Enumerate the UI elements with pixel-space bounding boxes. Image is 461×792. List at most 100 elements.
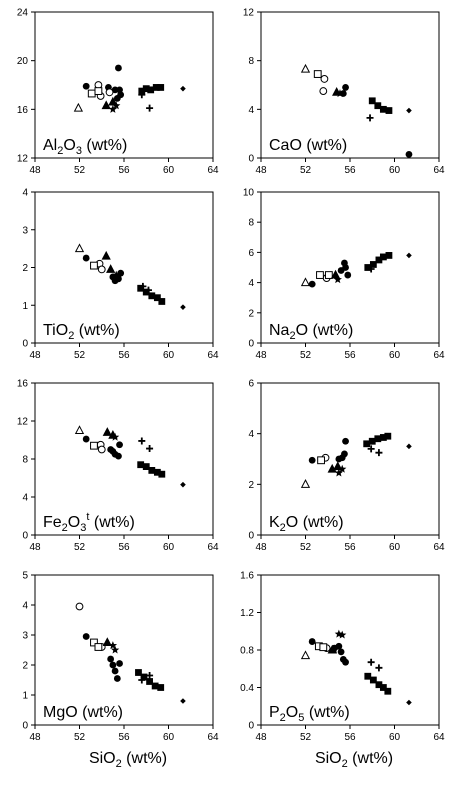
data-point-square-open [319,643,328,652]
series-triangle-open [74,243,85,253]
data-point-square-open [313,70,322,78]
x-tick-label: 56 [118,165,130,176]
x-tick-label: 48 [29,732,41,743]
y-tick-label: 6 [248,248,254,259]
series-circle-open [96,440,106,454]
data-point-triangle-open [300,479,311,488]
y-tick-label: 1.2 [240,608,254,619]
data-point-triangle-filled [102,637,112,646]
y-tick-label: 24 [17,8,29,19]
y-tick-label: 12 [17,154,29,165]
series-diamond [406,252,412,259]
data-point-circle-open [97,265,106,274]
series-diamond [180,698,186,704]
series-circle-filled [339,84,413,158]
series-circle-filled [308,259,352,288]
series-diamond [406,443,412,450]
panel-oxide-label: TiO2 (wt%) [43,322,120,342]
series-cross [138,91,154,112]
series-star [333,275,342,284]
data-point-star [110,432,120,441]
series-circle-filled [82,254,125,285]
series-diamond [180,481,186,488]
series-star [108,641,120,654]
x-tick-label: 52 [74,165,86,176]
data-point-cross [367,658,375,666]
x-tick-label: 60 [163,732,175,743]
y-tick-label: 4 [248,429,254,440]
data-point-star [334,468,344,477]
plot-frame [260,574,440,726]
data-point-cross [146,672,154,679]
data-point-square-filled [379,684,387,691]
series-square-filled [368,97,393,114]
x-tick-label: 60 [389,350,401,361]
series-square-filled [138,84,165,95]
x-tick-label: 52 [300,350,312,361]
data-point-square-open [87,89,96,98]
y-tick-label: 2 [248,308,254,319]
y-tick-label: 0 [248,721,254,732]
data-point-square-filled [375,681,383,689]
data-point-circle-filled [342,84,349,91]
series-star [112,270,121,279]
data-point-square-filled [375,256,383,264]
plot-frame [260,382,440,536]
data-point-square-filled [138,87,146,95]
data-point-circle-filled [308,638,316,645]
data-point-cross [375,449,383,457]
series-circle-filled [82,435,123,460]
data-point-square-filled [364,672,372,680]
x-tick-label: 48 [255,732,267,743]
series-square-open [90,638,103,651]
panel-oxide-label: Al2O3 (wt%) [43,137,127,157]
data-point-square-filled [142,463,150,470]
data-point-square-filled [153,468,161,476]
series-star [110,432,120,441]
data-point-diamond [406,107,412,114]
data-point-star [338,630,347,639]
series-cross [138,437,154,453]
panel-oxide-label: MgO (wt%) [43,704,123,721]
y-tick-label: 5 [22,571,28,582]
y-tick-label: 2 [22,263,28,274]
x-tick-label: 60 [163,350,175,361]
x-tick-label: 64 [207,350,219,361]
y-tick-label: 1 [22,691,28,702]
data-point-square-filled [152,84,160,91]
series-cross [139,282,152,294]
y-tick-label: 8 [248,218,254,229]
data-point-circle-filled [342,658,349,666]
data-point-circle-filled [335,642,343,650]
data-point-diamond [180,304,186,310]
data-point-square-filled [135,669,142,676]
series-diamond [406,107,412,114]
data-point-square-filled [374,102,382,110]
plot-frame [34,574,214,726]
data-point-circle-filled [115,452,122,460]
data-point-square-filled [369,676,377,684]
chart-panel-0: 48 52 56 60 64 12 16 20 24 Al2O3 (wt%) [17,8,219,177]
y-tick-label: 4 [248,278,254,289]
data-point-square-open [324,271,333,279]
data-point-square-filled [148,292,156,300]
data-point-square-filled [364,264,372,271]
series-diamond [180,85,186,92]
data-point-circle-filled [113,94,121,102]
data-point-triangle-open [73,102,84,112]
y-tick-label: 12 [17,417,29,428]
y-tick-label: 12 [243,8,255,19]
data-point-diamond [406,699,412,706]
x-tick-label: 56 [344,542,356,553]
data-point-circle-filled [342,437,349,445]
data-point-triangle-open [300,650,311,660]
data-point-square-filled [137,461,145,469]
data-point-square-filled [379,105,387,113]
data-point-diamond [406,252,412,259]
x-tick-label: 56 [344,350,356,361]
x-tick-label: 56 [118,350,130,361]
data-point-square-open [90,441,98,450]
data-point-circle-open [319,87,328,95]
y-tick-label: 0 [22,721,28,732]
x-tick-label: 48 [255,350,267,361]
